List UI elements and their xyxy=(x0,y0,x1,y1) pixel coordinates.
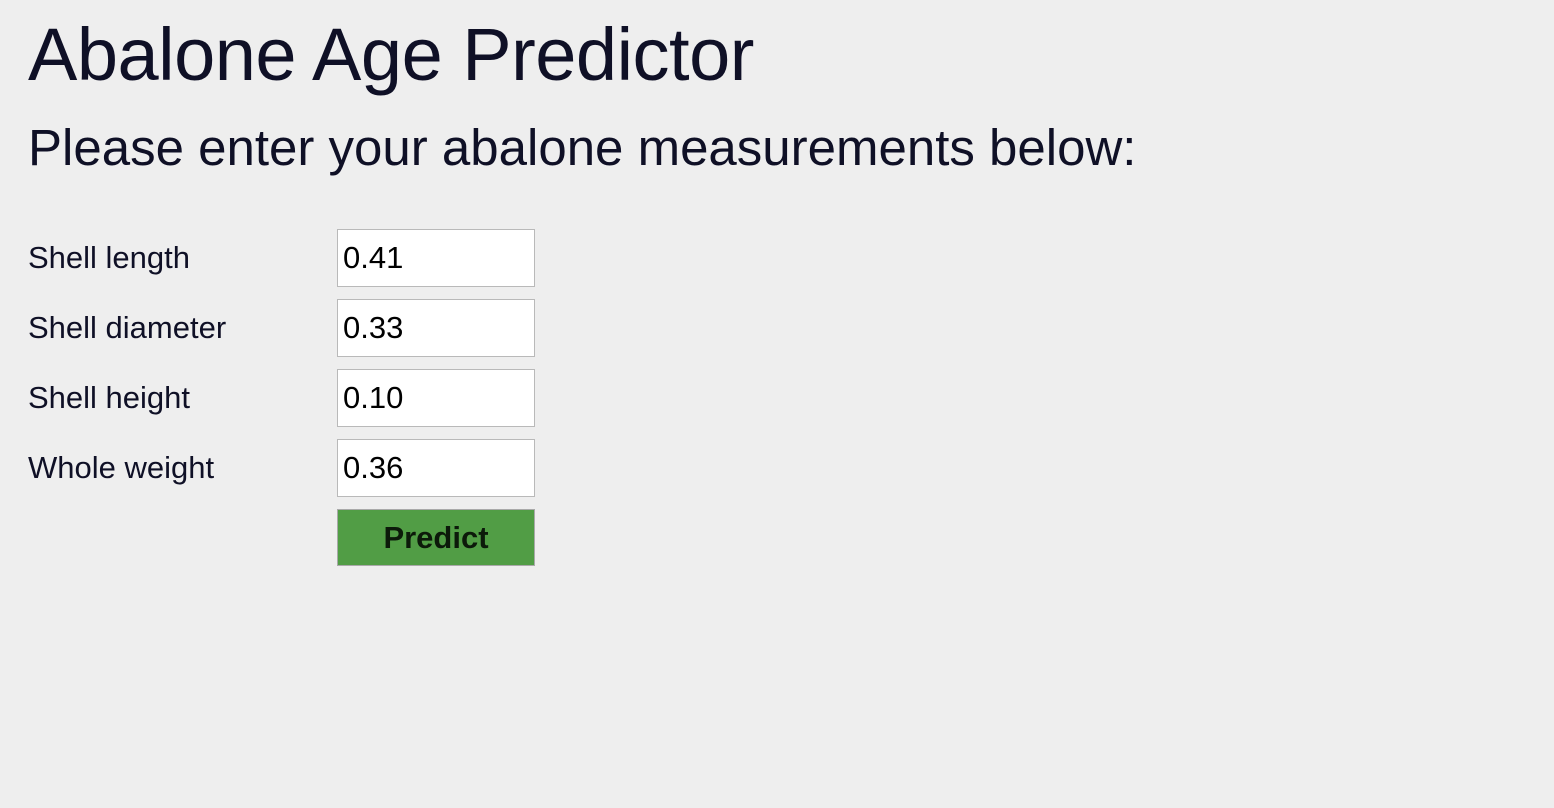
shell-diameter-input[interactable] xyxy=(337,299,535,357)
page: Abalone Age Predictor Please enter your … xyxy=(28,0,1554,808)
whole-weight-label: Whole weight xyxy=(28,450,215,485)
whole-weight-input[interactable] xyxy=(337,439,535,497)
shell-length-label: Shell length xyxy=(28,240,191,275)
shell-length-input[interactable] xyxy=(337,229,535,287)
form-row-whole-weight: Whole weight xyxy=(28,439,548,497)
measurement-form: Shell length Shell diameter Shell height… xyxy=(28,229,548,566)
form-row-shell-diameter: Shell diameter xyxy=(28,299,548,357)
page-subtitle: Please enter your abalone measurements b… xyxy=(28,119,1137,176)
shell-height-input[interactable] xyxy=(337,369,535,427)
form-row-shell-length: Shell length xyxy=(28,229,548,287)
predict-button[interactable]: Predict xyxy=(337,509,535,566)
shell-diameter-label: Shell diameter xyxy=(28,310,227,345)
shell-height-label: Shell height xyxy=(28,380,191,415)
form-row-shell-height: Shell height xyxy=(28,369,548,427)
page-title: Abalone Age Predictor xyxy=(28,13,754,96)
